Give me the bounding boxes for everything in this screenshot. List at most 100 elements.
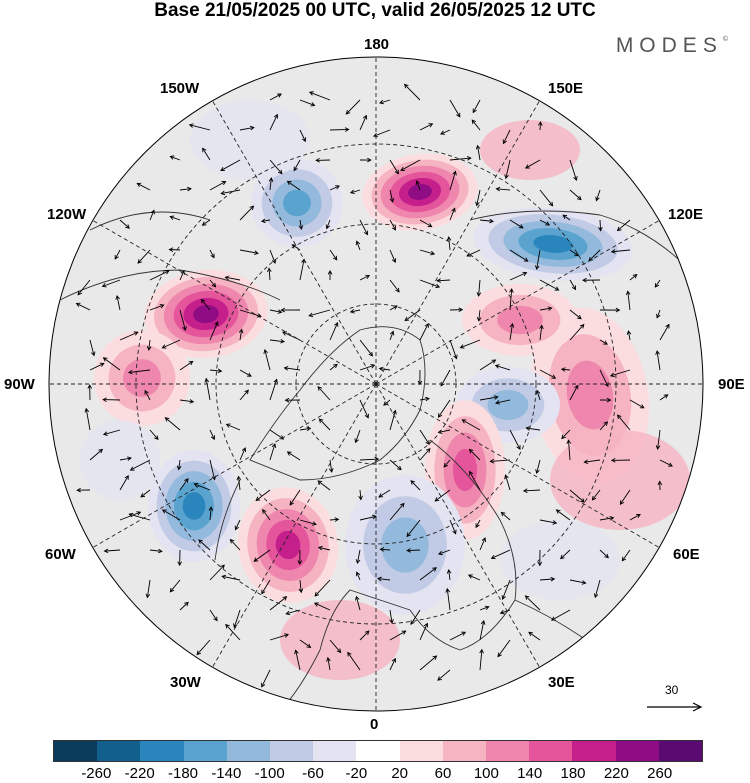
wind-arrow [144, 389, 151, 401]
vector-reference-value: 30 [665, 683, 679, 697]
lon-label-0: 0 [370, 716, 379, 733]
anomaly-contour [123, 359, 161, 397]
wind-arrow [598, 219, 603, 232]
wind-arrow [176, 459, 182, 471]
lon-label-30w: 30W [170, 674, 201, 691]
colorbar-swatch [356, 741, 400, 761]
wind-arrow [326, 656, 331, 671]
wind-arrow [209, 181, 227, 191]
anomaly-neg-siberia [473, 207, 633, 281]
anomaly-contour [566, 360, 614, 430]
colorbar-tick-label: 220 [603, 765, 629, 782]
wind-arrow [509, 429, 521, 450]
wind-arrow [566, 439, 572, 461]
wind-arrow [415, 180, 421, 191]
wind-arrow [599, 421, 609, 431]
wind-arrow [263, 349, 271, 371]
wind-arrow [467, 574, 481, 581]
wind-arrow [560, 549, 571, 560]
wind-arrow [89, 339, 96, 357]
map-boundary [48, 56, 704, 712]
wind-arrow [389, 249, 397, 264]
wind-arrow [359, 514, 377, 521]
colorbar-swatch [615, 741, 659, 761]
anomaly-neg-scandinavia [345, 475, 465, 615]
wind-arrow [233, 609, 241, 629]
wind-arrow [497, 639, 511, 658]
wind-arrow [569, 159, 578, 181]
wind-arrow [269, 249, 277, 264]
wind-arrow [102, 357, 121, 371]
wind-arrow [406, 519, 421, 538]
wind-arrow [609, 369, 631, 378]
wind-arrow [440, 369, 451, 387]
wind-arrow [437, 549, 451, 556]
wind-arrow [389, 330, 395, 341]
colorbar-swatch [486, 741, 530, 761]
wind-arrow [539, 369, 557, 379]
wind-arrow [313, 602, 331, 611]
wind-arrow [389, 189, 395, 203]
wind-arrow [299, 99, 316, 107]
colorbar-tick-label: 140 [517, 765, 543, 782]
colorbar-tick-label: 100 [473, 765, 499, 782]
wind-arrow [260, 218, 271, 224]
wind-arrow [294, 649, 301, 671]
wind-arrow [389, 459, 402, 471]
wind-arrow [569, 323, 585, 341]
meridian-line [212, 383, 377, 668]
coastline [214, 479, 241, 561]
wind-arrow [582, 277, 601, 283]
anomaly-neg-alaska [251, 159, 343, 247]
anomaly-neg-greenland-sea [148, 450, 240, 562]
wind-arrow [329, 127, 350, 132]
wind-arrow [253, 549, 271, 562]
wind-arrow [347, 651, 361, 671]
colorbar-tick-label: -100 [254, 765, 285, 782]
wind-arrow [269, 378, 278, 401]
wind-arrow [349, 189, 361, 195]
anomaly-pos-atlantic [237, 487, 339, 603]
wind-arrow [209, 368, 223, 374]
lon-label-150w: 150W [160, 80, 200, 97]
wind-arrow [238, 328, 244, 341]
wind-arrow [355, 571, 361, 581]
colorbar-swatch [313, 741, 357, 761]
anomaly-patch [500, 520, 620, 600]
wind-arrow [179, 269, 185, 281]
colorbar-tick-label: 60 [434, 765, 452, 782]
wind-arrow [419, 396, 430, 402]
wind-arrow [555, 509, 571, 521]
wind-arrow [479, 537, 486, 551]
wind-arrow [629, 399, 645, 409]
wind-arrow [196, 639, 211, 656]
wind-arrow [599, 307, 621, 313]
colorbar-tick-label: -180 [167, 765, 199, 782]
coastline [409, 439, 517, 651]
wind-arrow [539, 219, 551, 226]
colorbar-swatch [572, 741, 616, 761]
wind-arrow [318, 418, 331, 431]
wind-arrow [137, 249, 151, 264]
lon-label-150e: 150E [548, 80, 584, 97]
wind-arrow [569, 384, 579, 401]
wind-arrow [169, 215, 181, 221]
wind-arrow [502, 129, 511, 145]
wind-arrow [87, 384, 93, 401]
colorbar-tick-label: -140 [211, 765, 242, 782]
wind-arrow [461, 419, 481, 431]
colorbar-tick-label: -260 [81, 765, 112, 782]
wind-arrow [446, 568, 452, 581]
wind-arrow [655, 429, 661, 450]
anomaly-contour [182, 492, 206, 520]
latitude-circle [215, 223, 537, 545]
wind-arrow [269, 93, 282, 101]
wind-arrow [489, 458, 511, 464]
colorbar-swatch [183, 741, 227, 761]
wind-arrow [229, 538, 241, 551]
wind-arrow [593, 579, 601, 599]
lon-label-90e: 90E [718, 376, 745, 393]
wind-arrow [224, 275, 241, 281]
wind-arrow [297, 549, 303, 565]
wind-arrow [373, 129, 391, 138]
